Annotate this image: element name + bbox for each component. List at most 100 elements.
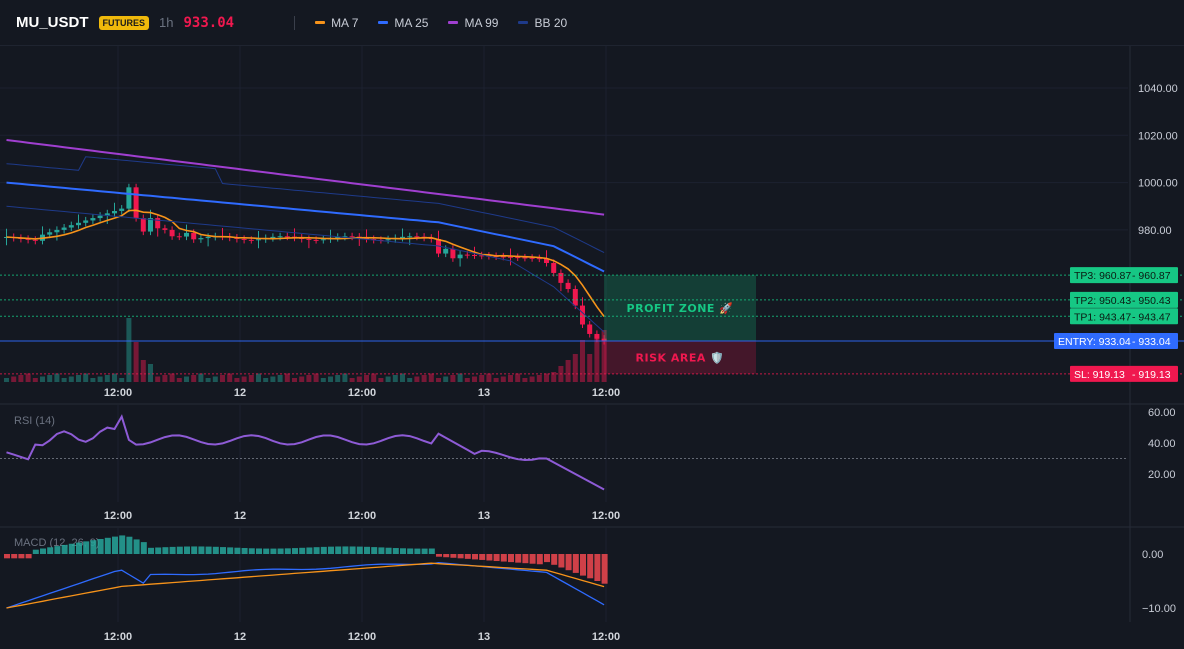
tp1-tag[interactable]: TP1: 943.47- 943.47 — [1070, 308, 1178, 325]
candle-body[interactable] — [277, 236, 283, 238]
legend-ma25[interactable]: MA 25 — [378, 16, 428, 30]
volume-bar — [90, 378, 96, 382]
candle-body[interactable] — [191, 232, 197, 240]
macd-hist-bar — [220, 547, 226, 554]
candle-body[interactable] — [76, 222, 81, 226]
candle-body[interactable] — [587, 324, 593, 334]
volume-bar — [76, 375, 81, 382]
candle-body[interactable] — [90, 218, 96, 221]
candle-body[interactable] — [414, 236, 420, 238]
candle-body[interactable] — [450, 248, 456, 259]
legend-ma25-label: MA 25 — [394, 15, 429, 30]
candle-body[interactable] — [508, 256, 513, 258]
macd-pane[interactable]: MACD (12, 26, 9) — [4, 535, 608, 609]
volume-bar — [299, 376, 305, 382]
candle-body[interactable] — [162, 228, 168, 230]
volume-bar — [472, 376, 477, 382]
candle-body[interactable] — [342, 236, 348, 238]
volume-bar — [191, 375, 197, 382]
candle-body[interactable] — [544, 258, 549, 264]
candle-body[interactable] — [284, 236, 290, 238]
candle-body[interactable] — [335, 236, 341, 239]
tp3-tag[interactable]: TP3: 960.87- 960.87 — [1070, 267, 1178, 284]
tp2-tag[interactable]: TP2: 950.43- 950.43 — [1070, 291, 1178, 308]
candle-body[interactable] — [256, 239, 261, 241]
candle-body[interactable] — [155, 218, 161, 229]
candle-body[interactable] — [536, 258, 542, 260]
timeframe-label[interactable]: 1h — [159, 15, 174, 30]
macd-hist-bar — [472, 554, 478, 560]
candle-body[interactable] — [32, 239, 38, 241]
candle-body[interactable] — [176, 236, 182, 238]
candle-body[interactable] — [198, 238, 204, 240]
candle-body[interactable] — [522, 257, 528, 259]
entry-tag[interactable]: ENTRY: 933.04- 933.04 — [1054, 332, 1178, 349]
legend-bb20[interactable]: BB 20 — [518, 16, 567, 30]
candle-body[interactable] — [572, 289, 578, 306]
rsi-pane[interactable]: RSI (14) — [0, 414, 1128, 491]
candle-body[interactable] — [205, 236, 211, 239]
candle-body[interactable] — [371, 238, 377, 240]
candle-body[interactable] — [500, 256, 506, 258]
candles[interactable] — [4, 183, 607, 382]
macd-hist-bar — [515, 554, 522, 563]
ma7-line — [6, 209, 605, 317]
price-pane[interactable]: PROFIT ZONE 🚀 RISK AREA 🛡️ TP3: 960.87- 96… — [0, 139, 1184, 382]
candle-body[interactable] — [349, 236, 355, 238]
candle-body[interactable] — [601, 338, 607, 341]
bb-upper-line — [6, 156, 605, 254]
candle-body[interactable] — [83, 220, 89, 223]
candle-body[interactable] — [148, 218, 153, 232]
candle-body[interactable] — [407, 236, 413, 238]
macd-hist-bar — [184, 546, 190, 554]
candle-body[interactable] — [320, 239, 326, 241]
volume-bar — [234, 378, 240, 382]
candle-body[interactable] — [104, 213, 110, 216]
candle-body[interactable] — [472, 254, 477, 256]
candle-body[interactable] — [400, 236, 405, 238]
candle-body[interactable] — [126, 187, 132, 209]
candle-body[interactable] — [306, 238, 312, 240]
sl-tag[interactable]: SL: 919.13 - 919.13 — [1070, 365, 1178, 382]
candle-body[interactable] — [313, 239, 319, 241]
chart-header: MU_USDT FUTURES 1h 933.04 MA 7 MA 25 MA … — [0, 0, 1184, 46]
candle-body[interactable] — [385, 239, 391, 241]
legend-ma99[interactable]: MA 99 — [448, 16, 498, 30]
candle-body[interactable] — [594, 333, 600, 339]
volume-bar — [140, 360, 146, 382]
profit-zone[interactable] — [604, 275, 756, 341]
candle-body[interactable] — [551, 263, 557, 273]
candle-body[interactable] — [270, 236, 276, 239]
candle-body[interactable] — [515, 257, 521, 259]
candle-body[interactable] — [580, 305, 585, 325]
symbol-label[interactable]: MU_USDT — [16, 14, 89, 31]
candle-body[interactable] — [54, 229, 60, 233]
candle-body[interactable] — [133, 187, 139, 219]
candle-body[interactable] — [558, 272, 564, 283]
candle-body[interactable] — [61, 227, 67, 230]
candle-body[interactable] — [119, 208, 125, 211]
volume-bar — [335, 375, 341, 382]
risk-zone[interactable] — [604, 340, 756, 374]
candle-body[interactable] — [68, 225, 74, 228]
candle-body[interactable] — [169, 229, 175, 237]
candle-body[interactable] — [112, 210, 117, 214]
candle-body[interactable] — [241, 238, 247, 240]
candle-body[interactable] — [25, 238, 31, 240]
candle-body[interactable] — [47, 232, 53, 235]
candle-body[interactable] — [457, 254, 463, 259]
header-divider — [294, 15, 296, 30]
candle-body[interactable] — [97, 215, 103, 219]
candle-body[interactable] — [184, 232, 189, 237]
candle-body[interactable] — [529, 257, 535, 259]
candle-body[interactable] — [464, 254, 470, 256]
candle-body[interactable] — [479, 255, 485, 257]
candle-body[interactable] — [140, 218, 146, 232]
candle-body[interactable] — [443, 248, 449, 254]
candle-body[interactable] — [565, 282, 571, 290]
macd-hist-bar — [508, 554, 514, 563]
candle-body[interactable] — [248, 239, 254, 241]
legend-ma7[interactable]: MA 7 — [315, 16, 358, 30]
volume-bar — [356, 376, 362, 382]
